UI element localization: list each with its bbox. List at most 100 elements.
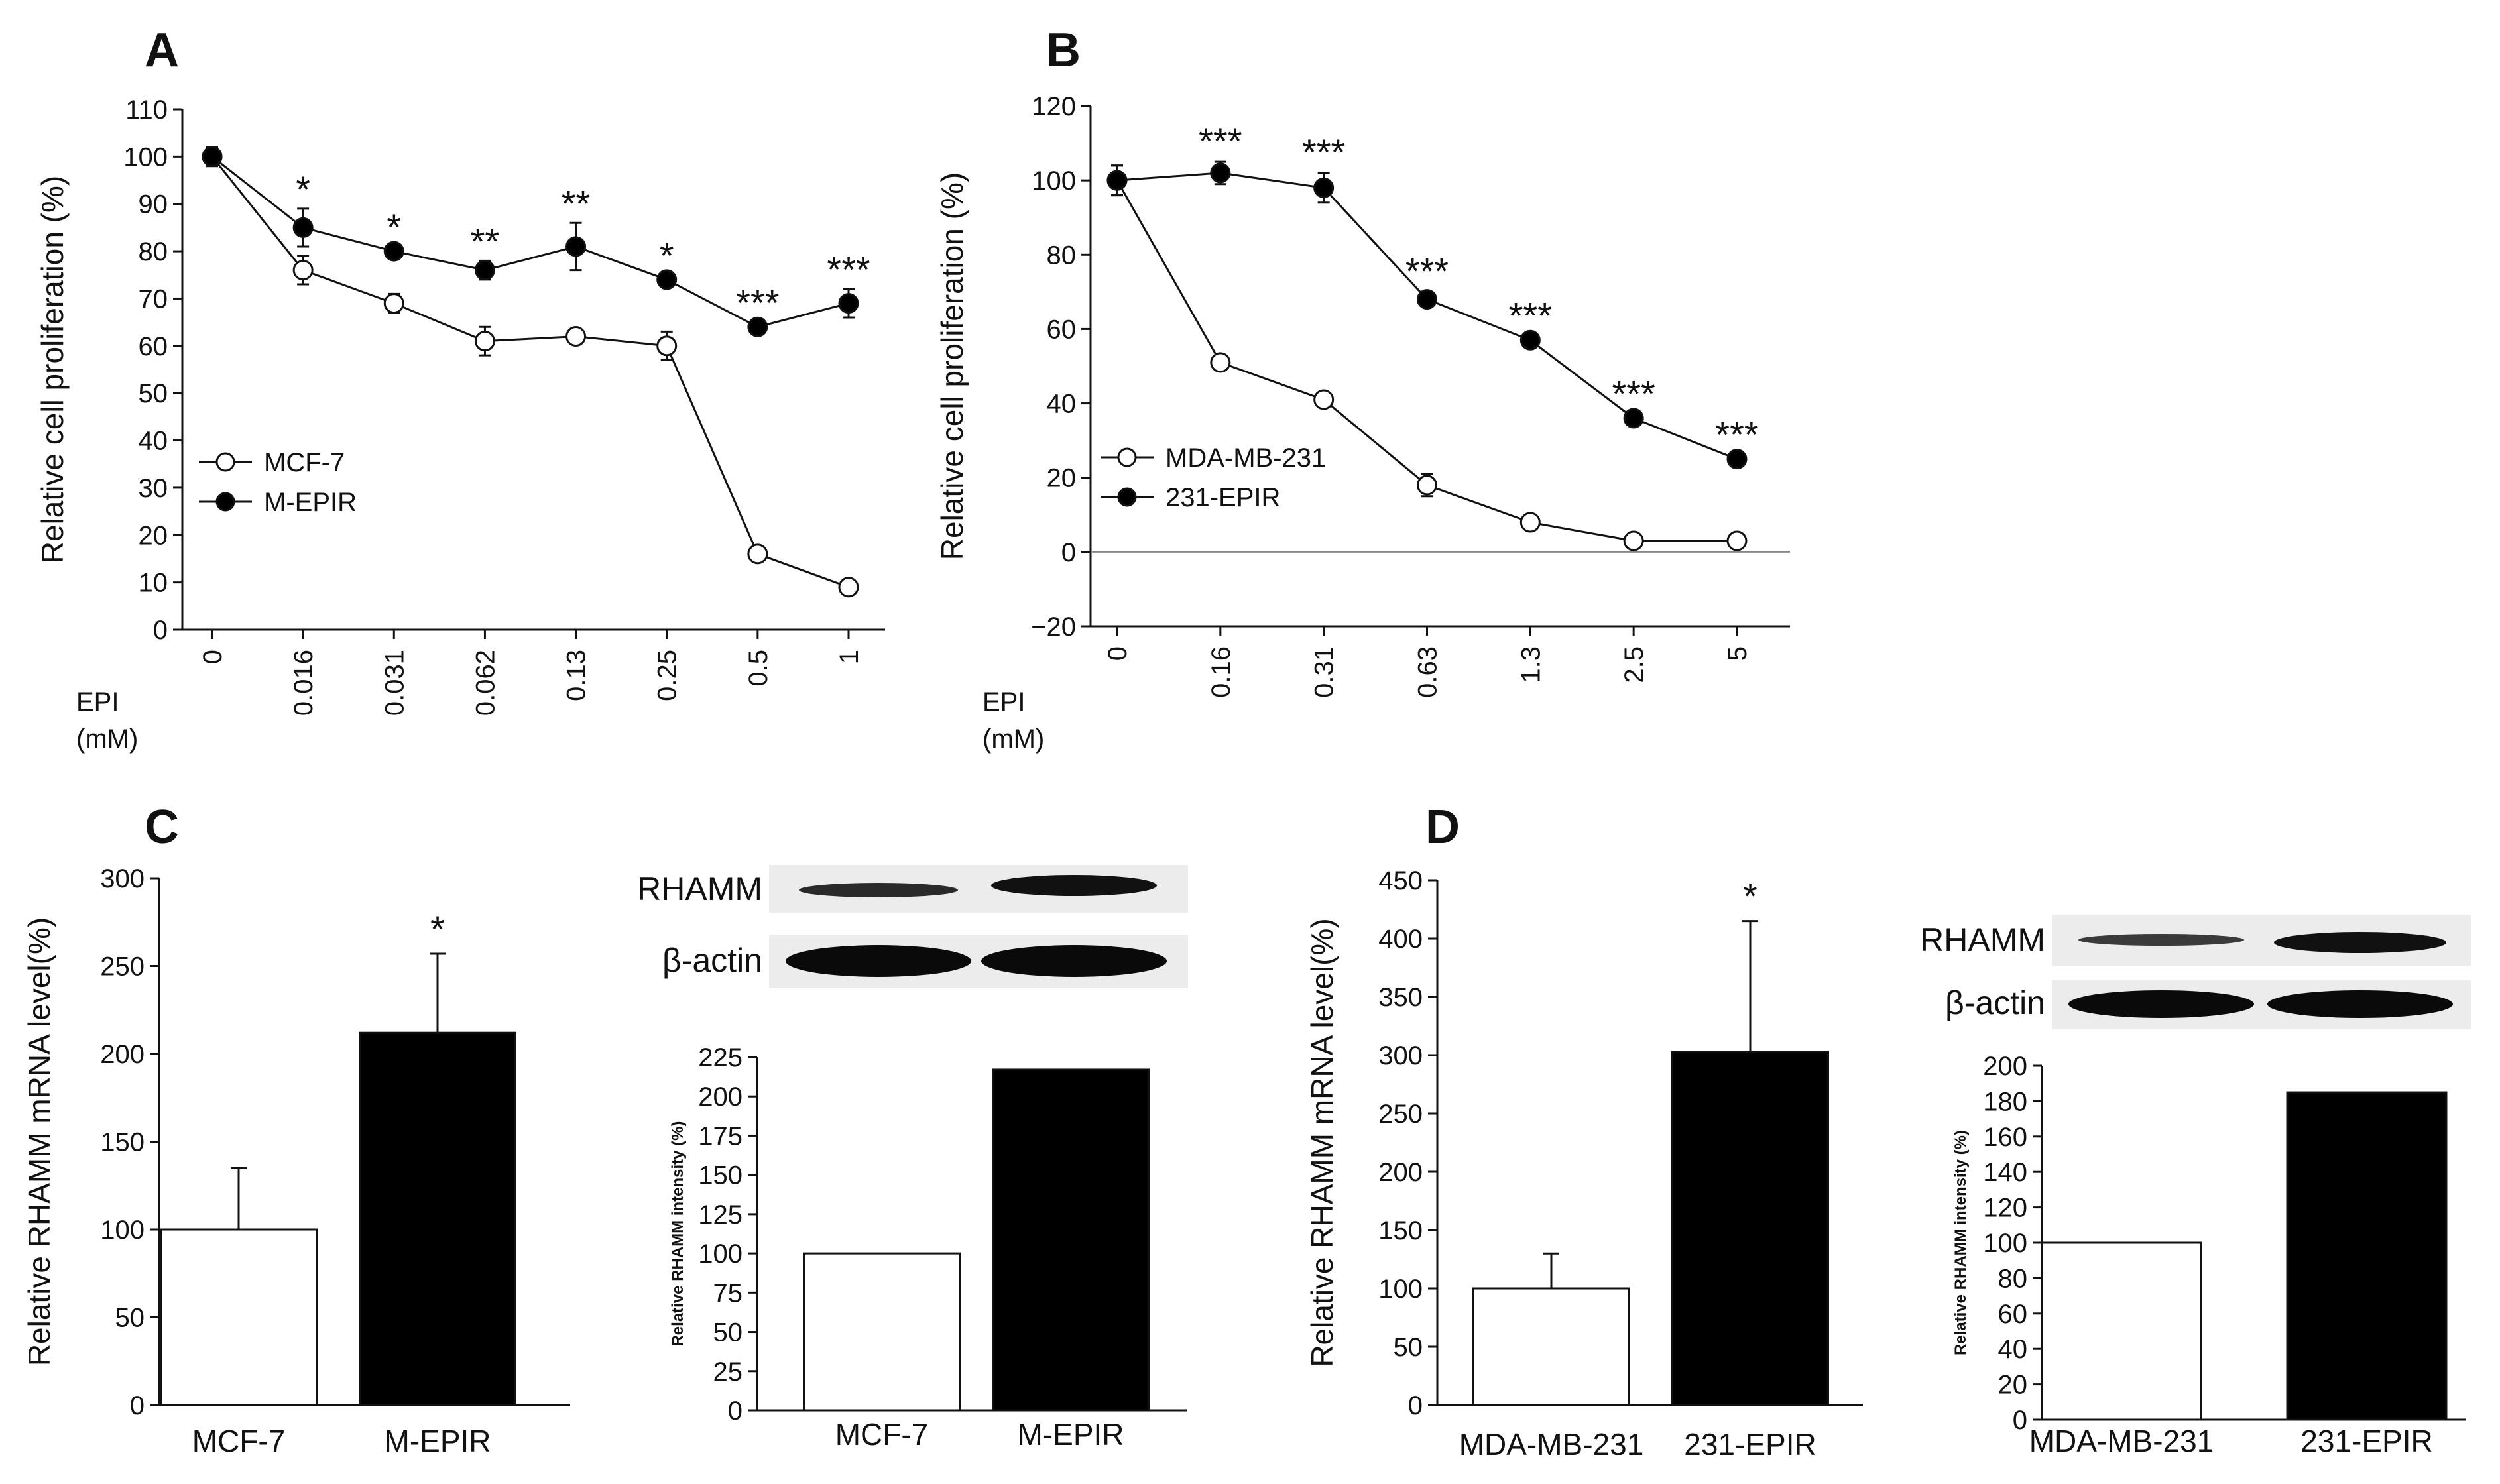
data-point-a-mcf-7: [565, 326, 587, 347]
x-tick-label-b: 0.31: [1310, 646, 1339, 698]
x-tick-label-a: 0: [198, 650, 227, 664]
x-tick-label-a: 0.5: [744, 650, 773, 687]
y-tick-label-d1: 200: [1378, 1158, 1423, 1187]
bar-d1-231-epir: [1671, 1051, 1829, 1406]
data-point-a-m-epir: [838, 293, 859, 314]
y-tick-label-d1: 0: [1408, 1391, 1423, 1420]
significance-star-b: ***: [1405, 250, 1449, 292]
data-point-a-m-epir: [565, 236, 587, 257]
significance-star-d1: *: [1743, 876, 1757, 917]
epi-label-b: EPI: [982, 687, 1025, 716]
y-axis-title-d2: Relative RHAMM intensity (%): [1952, 1130, 1970, 1355]
category-label-c1: M-EPIR: [385, 1424, 491, 1458]
data-point-b-231-epir: [1726, 449, 1748, 470]
y-tick-label-a: 60: [139, 332, 168, 361]
x-tick-label-a: 1: [835, 650, 864, 664]
y-tick-label-c2: 50: [713, 1318, 743, 1347]
significance-star-a: ***: [736, 282, 779, 323]
blot-label-rhamm-c: RHAMM: [637, 870, 762, 907]
x-tick-label-b: 2.5: [1620, 646, 1649, 683]
significance-star-b: ***: [1302, 131, 1345, 173]
y-tick-label-b: 120: [1032, 92, 1076, 121]
y-tick-label-a: 90: [139, 190, 168, 219]
y-tick-label-b: 20: [1047, 464, 1077, 493]
y-tick-label-a: 0: [153, 616, 168, 645]
y-tick-label-d1: 100: [1378, 1275, 1423, 1304]
x-tick-label-a: 0.016: [289, 650, 318, 716]
y-tick-label-b: −20: [1031, 612, 1076, 642]
y-axis-title-c2: Relative RHAMM intensity (%): [669, 1121, 687, 1346]
epi-unit-a: (mM): [76, 724, 138, 754]
y-tick-label-c2: 225: [698, 1043, 743, 1072]
data-point-a-m-epir: [202, 146, 223, 167]
blot-rhamm-band-231epir: [2274, 932, 2446, 953]
x-tick-label-a: 0.13: [562, 650, 591, 701]
panel-letter-b: B: [1046, 24, 1081, 77]
blot-actin-band-mda: [2068, 990, 2254, 1018]
y-tick-label-d2: 100: [1983, 1229, 2027, 1258]
data-point-b-231-epir: [1623, 408, 1644, 429]
legend-label-b: MDA-MB-231: [1165, 443, 1326, 473]
y-tick-label-c2: 25: [713, 1357, 743, 1387]
data-point-b-231-epir: [1519, 329, 1541, 351]
y-axis-title-d1: Relative RHAMM mRNA level(%): [1305, 918, 1339, 1367]
x-tick-label-b: 1.3: [1516, 646, 1545, 683]
y-tick-label-a: 40: [139, 427, 168, 456]
significance-star-b: ***: [1509, 295, 1552, 337]
x-tick-label-b: 0.16: [1207, 646, 1236, 698]
y-tick-label-c2: 175: [698, 1121, 743, 1151]
data-point-b-mda-mb-231: [1623, 530, 1644, 551]
blot-label-rhamm-d: RHAMM: [1920, 921, 2045, 958]
y-tick-label-c1: 100: [100, 1216, 145, 1245]
y-tick-label-d2: 140: [1983, 1158, 2027, 1187]
y-tick-label-c2: 100: [698, 1239, 743, 1269]
y-tick-label-c1: 300: [100, 864, 145, 893]
blot-actin-band-mepir: [981, 945, 1167, 977]
bar-d1-mda-mb-231: [1472, 1287, 1630, 1406]
y-tick-label-d2: 180: [1983, 1087, 2027, 1116]
y-tick-label-d1: 150: [1378, 1216, 1423, 1245]
significance-star-a: *: [296, 168, 310, 210]
data-point-a-mcf-7: [383, 293, 404, 314]
x-tick-label-a: 0.031: [380, 650, 409, 716]
bar-c1-m-epir: [359, 1031, 516, 1406]
y-tick-label-d2: 60: [1998, 1300, 2028, 1329]
y-tick-label-b: 100: [1032, 166, 1076, 196]
y-tick-label-d1: 400: [1378, 925, 1423, 954]
data-point-b-231-epir: [1313, 177, 1335, 198]
y-tick-label-d2: 200: [1983, 1052, 2027, 1081]
blot-d: RHAMM β-actin: [1920, 915, 2471, 1029]
y-tick-label-b: 40: [1047, 390, 1077, 419]
legend-marker-a: [215, 452, 235, 472]
y-tick-label-d1: 450: [1378, 866, 1423, 895]
significance-star-a: ***: [827, 249, 870, 290]
y-tick-label-c2: 150: [698, 1161, 743, 1190]
bar-c2-m-epir: [992, 1068, 1150, 1412]
data-point-b-mda-mb-231: [1313, 389, 1335, 410]
blot-label-actin-c: β-actin: [662, 942, 762, 979]
category-label-c1: MCF-7: [192, 1424, 286, 1458]
data-point-a-m-epir: [292, 217, 314, 238]
data-point-a-m-epir: [656, 269, 678, 290]
y-tick-label-d2: 120: [1983, 1194, 2027, 1223]
y-tick-label-c2: 200: [698, 1082, 743, 1112]
y-tick-label-a: 110: [125, 95, 168, 125]
y-tick-label-b: 80: [1047, 241, 1077, 270]
data-point-b-231-epir: [1210, 162, 1231, 184]
y-tick-label-a: 10: [139, 569, 168, 598]
y-tick-label-a: 100: [123, 143, 168, 172]
y-tick-label-d2: 160: [1983, 1123, 2027, 1152]
y-axis-title-b: Relative cell proliferation (%): [935, 172, 969, 560]
bar-c2-mcf-7: [803, 1252, 961, 1412]
category-label-d2: 231-EPIR: [2300, 1424, 2432, 1458]
significance-star-b: ***: [1612, 372, 1655, 414]
bar-c1-mcf-7: [160, 1228, 318, 1406]
legend-label-a: M-EPIR: [264, 488, 357, 517]
bar-d2-mda-mb-231: [2041, 1241, 2202, 1421]
blot-label-actin-d: β-actin: [1945, 984, 2045, 1021]
y-tick-label-c1: 150: [100, 1128, 145, 1157]
y-tick-label-c2: 75: [713, 1279, 743, 1308]
y-tick-label-c1: 250: [100, 952, 145, 982]
legend-label-a: MCF-7: [264, 448, 345, 477]
